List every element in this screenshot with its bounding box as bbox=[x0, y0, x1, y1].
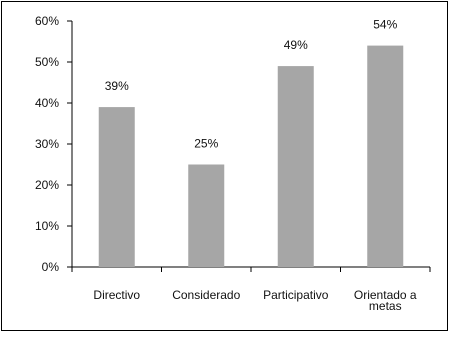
data-label: 49% bbox=[284, 38, 308, 52]
chart-border bbox=[1, 1, 448, 331]
data-label: 54% bbox=[373, 18, 397, 32]
x-category-label: Considerado bbox=[172, 288, 240, 302]
y-tick-label: 60% bbox=[35, 14, 59, 28]
bar-orientado-a-metas bbox=[367, 45, 404, 267]
y-tick-label: 30% bbox=[35, 137, 59, 151]
y-tick-label: 50% bbox=[35, 55, 59, 69]
x-category-label-line: Considerado bbox=[172, 288, 240, 302]
bar-considerado bbox=[188, 164, 225, 267]
x-category-label-line: metas bbox=[369, 299, 402, 313]
y-tick-label: 0% bbox=[42, 260, 60, 274]
value-labels: 39% 25% 49% 54% bbox=[105, 18, 398, 151]
x-category-label-line: Directivo bbox=[93, 288, 140, 302]
bar-participativo bbox=[277, 66, 314, 267]
y-axis-ticks: 0% 10% 20% 30% 40% 50% 60% bbox=[35, 14, 72, 274]
y-tick-label: 10% bbox=[35, 219, 59, 233]
bar-directivo bbox=[98, 107, 135, 267]
x-axis-labels: Directivo Considerado Participativo Orienta… bbox=[93, 288, 417, 313]
data-label: 39% bbox=[105, 79, 129, 93]
x-category-label: Directivo bbox=[93, 288, 140, 302]
x-category-label-line: Participativo bbox=[263, 288, 329, 302]
x-category-label: Participativo bbox=[263, 288, 329, 302]
y-tick-label: 20% bbox=[35, 178, 59, 192]
y-tick-label: 40% bbox=[35, 96, 59, 110]
x-category-label-line: Orientado a bbox=[354, 288, 417, 302]
bars bbox=[98, 45, 404, 267]
data-label: 25% bbox=[194, 137, 218, 151]
x-category-label: Orientado a metas bbox=[354, 288, 417, 313]
